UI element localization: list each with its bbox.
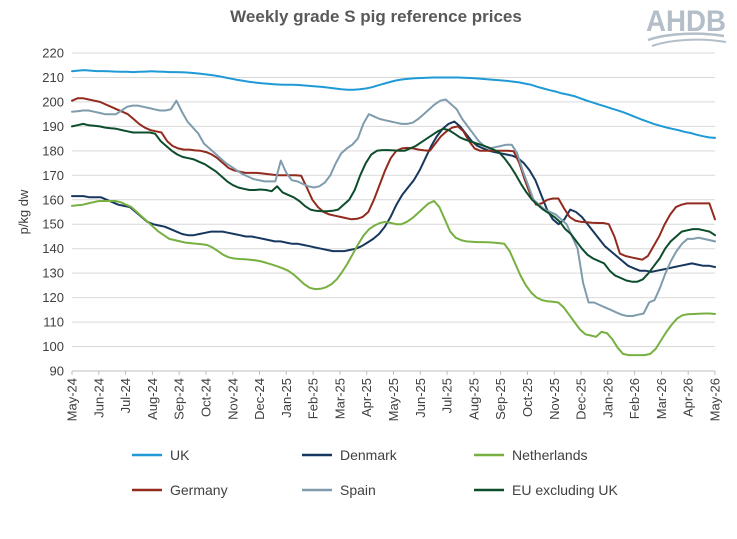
x-tick-label: Jul-25 bbox=[440, 378, 455, 413]
y-tick-label: 170 bbox=[42, 168, 64, 183]
legend-item: Netherlands bbox=[474, 447, 588, 463]
legend-label: Denmark bbox=[340, 447, 398, 463]
y-axis-label: p/kg dw bbox=[16, 189, 31, 234]
y-axis-ticks: 90 100 110 120 130 140 150 160 170 180 190 200 210 22… bbox=[42, 46, 64, 379]
series-line-uk bbox=[71, 69, 716, 139]
series-line-spain bbox=[71, 98, 716, 317]
series-line-netherlands bbox=[71, 200, 716, 357]
y-tick-label: 90 bbox=[50, 364, 64, 379]
series-line-denmark bbox=[71, 120, 716, 273]
legend-label: Spain bbox=[340, 482, 376, 498]
x-tick-label: Nov-24 bbox=[225, 378, 240, 420]
legend-item: EU excluding UK bbox=[474, 482, 618, 498]
y-tick-label: 160 bbox=[42, 192, 64, 207]
y-tick-label: 120 bbox=[42, 290, 64, 305]
series-lines bbox=[71, 69, 716, 357]
x-axis-ticks: May-24 Jun-24 Jul-24 Aug-24 Sep-24 Oct-24 Nov-… bbox=[65, 371, 723, 421]
y-tick-label: 190 bbox=[42, 119, 64, 134]
y-tick-label: 110 bbox=[43, 315, 64, 330]
chart-title: Weekly grade S pig reference prices bbox=[230, 7, 522, 26]
x-tick-label: Apr-25 bbox=[359, 378, 374, 417]
x-tick-label: May-25 bbox=[386, 378, 401, 421]
x-tick-label: Dec-25 bbox=[574, 378, 589, 420]
x-tick-label: Dec-24 bbox=[252, 378, 267, 420]
y-tick-label: 100 bbox=[42, 339, 64, 354]
legend-item: Germany bbox=[132, 482, 228, 498]
x-tick-label: Feb-26 bbox=[627, 378, 642, 419]
legend-item: Spain bbox=[302, 482, 376, 498]
x-tick-label: May-26 bbox=[708, 378, 723, 421]
logo-text: AHDB bbox=[646, 5, 726, 38]
x-tick-label: Jan-26 bbox=[600, 378, 615, 418]
ahdb-logo: AHDB bbox=[646, 5, 727, 47]
x-tick-label: Jul-24 bbox=[118, 378, 133, 413]
x-tick-label: Mar-26 bbox=[654, 378, 669, 419]
x-tick-label: Sep-24 bbox=[172, 378, 187, 420]
x-tick-label: Jan-25 bbox=[279, 378, 294, 418]
gridlines bbox=[72, 52, 715, 348]
x-tick-label: May-24 bbox=[65, 378, 80, 421]
x-tick-label: Aug-25 bbox=[466, 378, 481, 420]
legend-item: UK bbox=[132, 447, 190, 463]
legend-label: Germany bbox=[170, 482, 228, 498]
y-tick-label: 150 bbox=[42, 217, 64, 232]
x-tick-label: Apr-26 bbox=[681, 378, 696, 417]
x-tick-label: Mar-25 bbox=[332, 378, 347, 419]
x-tick-label: Jun-24 bbox=[91, 378, 106, 418]
x-tick-label: Aug-24 bbox=[145, 378, 160, 420]
series-line-eu-excluding-uk bbox=[71, 122, 716, 283]
x-tick-label: Sep-25 bbox=[493, 378, 508, 420]
logo-swoosh-icon bbox=[647, 32, 725, 42]
legend-item: Denmark bbox=[302, 447, 398, 463]
x-tick-label: Nov-25 bbox=[547, 378, 562, 420]
legend-label: Netherlands bbox=[512, 447, 588, 463]
y-tick-label: 220 bbox=[42, 46, 64, 61]
legend-label: EU excluding UK bbox=[512, 482, 618, 498]
x-tick-label: Feb-25 bbox=[306, 378, 321, 419]
y-tick-label: 210 bbox=[42, 70, 64, 85]
x-tick-label: Oct-25 bbox=[520, 378, 535, 417]
legend-label: UK bbox=[170, 447, 190, 463]
x-tick-label: Oct-24 bbox=[198, 378, 213, 417]
y-tick-label: 140 bbox=[42, 241, 64, 256]
legend: UK Denmark Netherlands Germany Spain EU exclu… bbox=[132, 447, 618, 498]
y-tick-label: 200 bbox=[42, 94, 64, 109]
x-tick-label: Jun-25 bbox=[413, 378, 428, 418]
series-line-germany bbox=[71, 97, 716, 261]
y-tick-label: 130 bbox=[42, 266, 64, 281]
y-tick-label: 180 bbox=[42, 143, 64, 158]
